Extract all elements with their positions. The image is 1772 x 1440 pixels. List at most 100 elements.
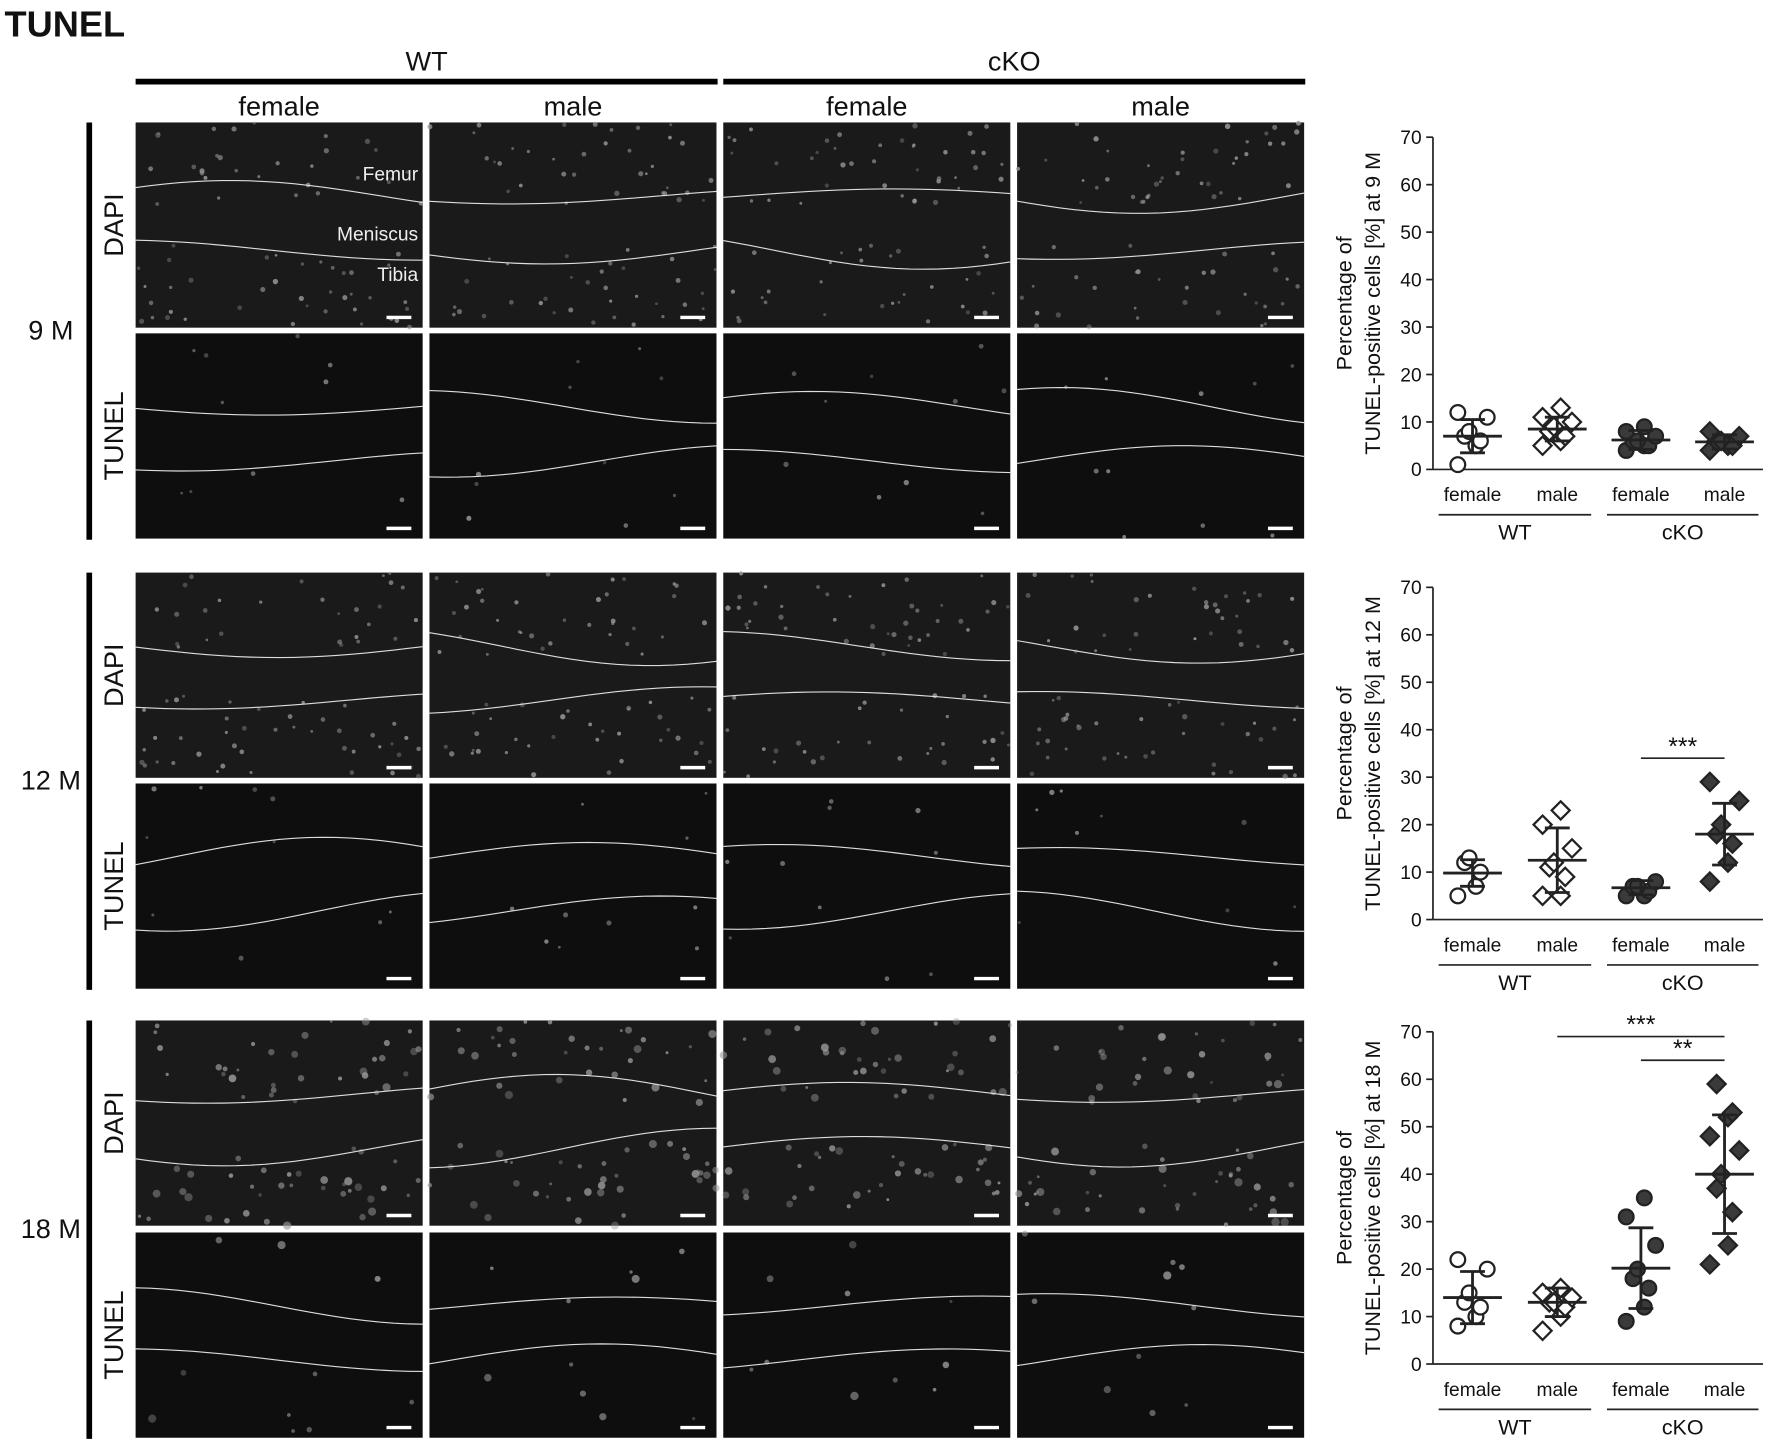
nucleus [1258,737,1264,742]
nucleus [872,1061,879,1068]
micrograph-background [723,783,1011,989]
tissue-contour [135,836,423,866]
nucleus [1236,1094,1243,1101]
nucleus [456,309,463,315]
nucleus [977,1159,984,1166]
data-point [1728,790,1750,812]
nucleus [844,1290,851,1297]
nucleus [1133,306,1137,310]
micrograph [427,1019,720,1230]
nucleus [1102,756,1107,761]
nucleus [1263,322,1267,326]
nucleus [171,761,176,766]
nucleus [655,302,658,306]
nucleus [1247,1152,1254,1160]
nucleus [504,1090,514,1100]
nucleus [638,347,642,351]
nucleus [148,1414,157,1423]
nucleus [298,295,304,302]
nucleus [802,750,807,754]
nucleus [785,1144,792,1151]
nucleus [753,601,758,606]
tissue-contour [135,239,423,261]
nucleus [544,939,549,944]
micrograph [719,1017,1013,1226]
nucleus [660,635,664,639]
nucleus [338,1076,343,1081]
nucleus [608,632,612,637]
nucleus [1211,194,1217,200]
micrograph-background [429,572,717,778]
nucleus [1025,592,1031,598]
tissue-contour [1017,890,1305,932]
nucleus [1228,1171,1234,1177]
data-point [1550,397,1572,419]
data-point [1449,887,1467,905]
nucleus [1142,1056,1147,1062]
nucleus [859,258,864,263]
nucleus [274,253,278,257]
nucleus [1106,149,1110,153]
nucleus [306,1426,312,1433]
nucleus [1035,741,1040,746]
nucleus [1213,148,1219,154]
nucleus [619,1029,623,1033]
nucleus [493,160,496,164]
nucleus [748,619,752,623]
nucleus [1272,124,1278,130]
nucleus [295,1170,302,1177]
nucleus [1094,185,1099,190]
nucleus [1051,1147,1060,1156]
tissue-label: Meniscus [337,224,418,245]
nucleus [310,730,314,733]
nucleus [912,198,917,204]
nucleus [850,1391,859,1401]
data-point [1554,866,1576,888]
nucleus [370,732,376,738]
nucleus [1273,1080,1283,1089]
nucleus [901,1088,907,1094]
nucleus [179,1188,187,1196]
micrograph-background [135,783,423,989]
nucleus [1150,750,1156,755]
nucleus [1147,593,1152,598]
micrograph [722,571,1011,779]
y-tick-label: 30 [1400,318,1421,339]
nucleus [1212,602,1218,608]
nucleus [387,263,391,267]
nucleus [1045,755,1050,760]
y-axis-label: Percentage of [1333,686,1357,820]
nucleus [1182,713,1188,720]
nucleus [911,144,915,148]
nucleus [510,1161,513,1164]
nucleus [464,604,469,610]
nucleus [569,1362,574,1367]
nucleus [880,1068,887,1074]
nucleus [310,164,314,168]
micrograph [135,333,423,539]
nucleus [1001,388,1007,394]
nucleus [695,1098,703,1107]
nucleus [824,138,830,143]
nucleus [965,277,969,281]
nucleus [617,731,622,736]
data-point [1717,851,1739,874]
nucleus [832,617,837,622]
nucleus [1206,181,1211,187]
nucleus [737,594,742,600]
nucleus [614,1173,619,1178]
nucleus [189,574,194,580]
nucleus [146,1216,151,1222]
nucleus [165,1072,169,1077]
nucleus [330,265,335,270]
nucleus [236,1068,240,1072]
sex-header: male [544,91,603,122]
nucleus [943,149,948,155]
stain-label: TUNEL [98,391,129,480]
nucleus [1081,179,1085,182]
nucleus [329,1019,333,1023]
nucleus [182,582,188,588]
nucleus [1182,299,1188,306]
significance-label: ** [1673,1035,1693,1063]
nucleus [552,311,556,315]
